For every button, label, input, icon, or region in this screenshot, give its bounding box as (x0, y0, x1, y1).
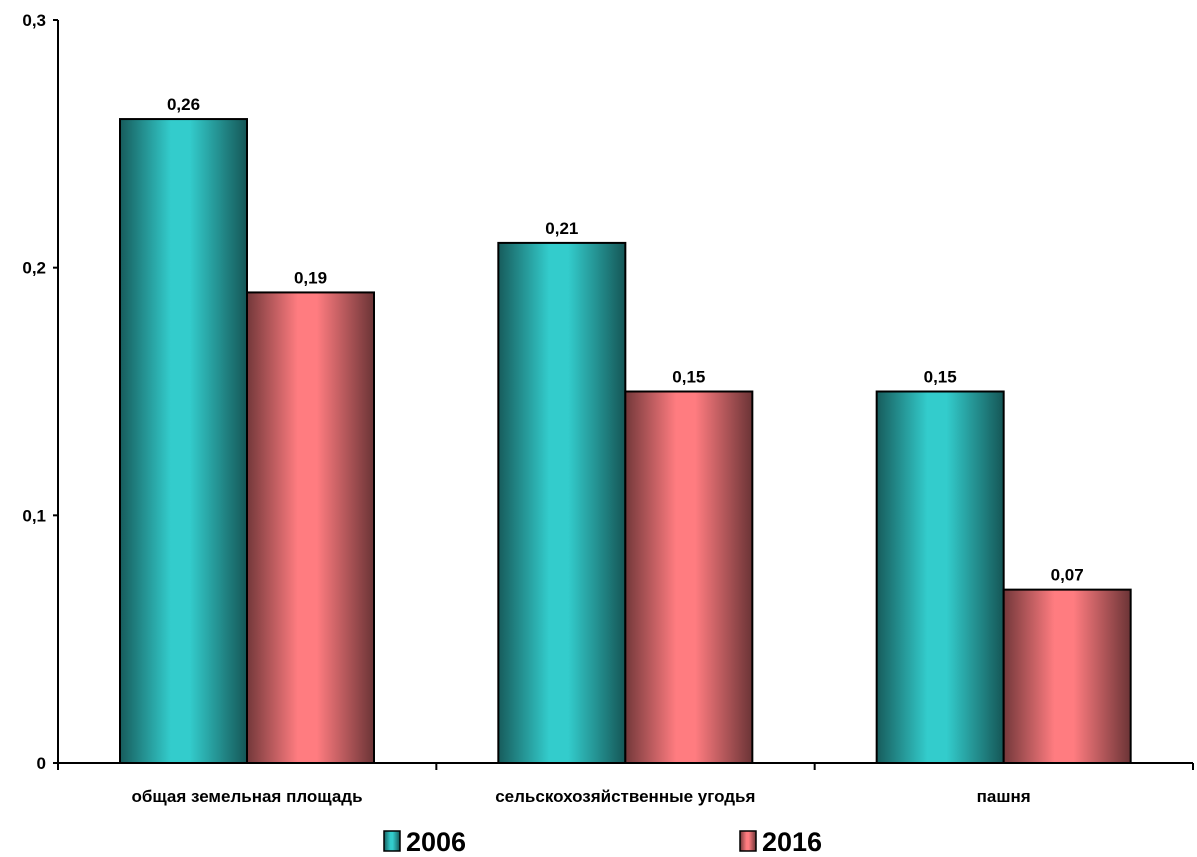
data-label-2006-2: 0,21 (545, 219, 578, 238)
bar-2006-2 (497, 241, 627, 764)
data-label-2016-1: 0,19 (294, 268, 327, 287)
legend-label: 2006 (406, 827, 466, 857)
category-labels: общая земельная площадь сельскохозяйствен… (131, 787, 1030, 806)
y-tick-label: 0,1 (22, 506, 46, 525)
data-label-2006-1: 0,26 (167, 95, 200, 114)
legend-item-2006: 2006 (383, 827, 466, 857)
data-label-2016-3: 0,07 (1051, 566, 1084, 585)
category-label: сельскохозяйственные угодья (495, 787, 755, 806)
category-label: общая земельная площадь (131, 787, 362, 806)
data-labels: 0,26 0,19 0,21 0,15 0,15 0,07 (167, 95, 1084, 585)
bar-2016-3 (1002, 588, 1132, 765)
bar-2006-1 (119, 118, 248, 765)
legend-swatch (739, 830, 757, 852)
y-tick-label: 0 (37, 754, 46, 773)
legend-swatch (383, 830, 401, 852)
bar-2016-1 (246, 291, 375, 764)
category-label: пашня (977, 787, 1031, 806)
data-label-2006-3: 0,15 (924, 368, 957, 387)
y-tick-label: 0,2 (22, 259, 46, 278)
legend-item-2016: 2016 (739, 827, 822, 857)
data-label-2016-2: 0,15 (672, 368, 705, 387)
bar-2016-2 (624, 390, 754, 764)
legend-label: 2016 (762, 827, 822, 857)
y-axis: 0 0,1 0,2 0,3 (22, 11, 59, 773)
bars (119, 118, 1132, 765)
legend: 2006 2016 (383, 827, 822, 857)
x-axis (57, 762, 1194, 770)
bar-2006-3 (875, 390, 1005, 764)
y-tick-label: 0,3 (22, 11, 46, 30)
